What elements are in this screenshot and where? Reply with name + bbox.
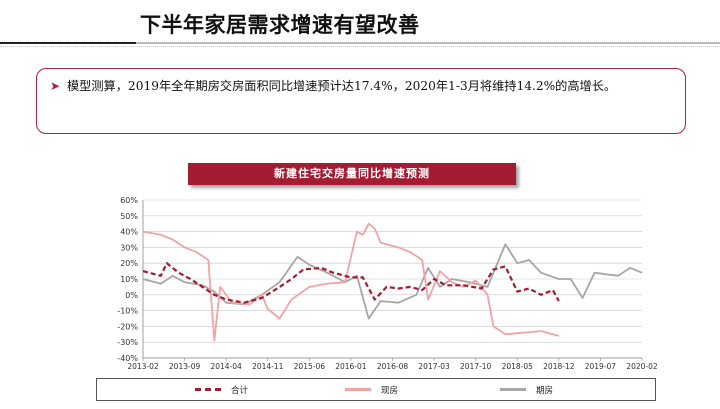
x-tick-label: 2013-09 bbox=[169, 362, 201, 371]
x-tick-label: 2016-01 bbox=[335, 362, 367, 371]
series-layer bbox=[142, 222, 643, 342]
legend-swatch-total bbox=[195, 388, 221, 391]
x-tick-label: 2013-02 bbox=[127, 362, 159, 371]
chart-title: 新建住宅交房量同比增速预测 bbox=[188, 163, 516, 185]
x-tick-label: 2014-11 bbox=[252, 362, 284, 371]
series-line-0 bbox=[142, 262, 560, 304]
y-tick-label: -10% bbox=[117, 307, 138, 316]
y-tick-label: 10% bbox=[120, 275, 138, 284]
x-tick-label: 2016-08 bbox=[377, 362, 409, 371]
x-tick-label: 2020-02 bbox=[626, 362, 658, 371]
y-tick-label: -30% bbox=[117, 338, 138, 347]
x-axis-ticks: 2013-02 2013-09 2014-04 2014-11 2015-06 2016-… bbox=[127, 358, 658, 371]
title-dotted-rule bbox=[0, 46, 720, 47]
legend-swatch-presale bbox=[500, 388, 526, 391]
summary-note-text: 模型测算，2019年全年期房交房面积同比增速预计达17.4%，2020年1-3月… bbox=[67, 79, 617, 93]
y-tick-label: -40% bbox=[117, 354, 138, 363]
legend-item-completed: 现房 bbox=[345, 379, 398, 400]
y-tick-label: 20% bbox=[120, 259, 138, 268]
y-tick-label: -20% bbox=[117, 322, 138, 331]
summary-note-box: ➤ 模型测算，2019年全年期房交房面积同比增速预计达17.4%，2020年1-… bbox=[36, 68, 686, 134]
chart-legend: 合计 现房 期房 bbox=[96, 378, 656, 401]
y-axis-ticks: 60% 50% 40% 30% 20% 10% 0% -10% -20% -30% -40% bbox=[117, 196, 138, 363]
slide-title: 下半年家居需求增速有望改善 bbox=[140, 13, 420, 37]
series-line-2 bbox=[142, 243, 643, 320]
title-rule-light bbox=[136, 42, 720, 44]
bullet-arrow-icon: ➤ bbox=[50, 79, 61, 93]
x-tick-label: 2019-07 bbox=[585, 362, 617, 371]
x-tick-label: 2018-05 bbox=[502, 362, 534, 371]
x-tick-label: 2015-06 bbox=[294, 362, 326, 371]
y-tick-label: 0% bbox=[125, 291, 138, 300]
y-tick-label: 60% bbox=[120, 196, 138, 205]
y-tick-label: 50% bbox=[120, 212, 138, 221]
legend-item-total: 合计 bbox=[195, 379, 248, 400]
x-tick-label: 2014-04 bbox=[210, 362, 242, 371]
legend-label-completed: 现房 bbox=[381, 385, 399, 396]
legend-label-presale: 期房 bbox=[536, 385, 554, 396]
y-tick-label: 40% bbox=[120, 228, 138, 237]
title-rule-dark bbox=[0, 42, 136, 44]
legend-label-total: 合计 bbox=[231, 385, 249, 396]
series-line-1 bbox=[142, 222, 560, 342]
x-tick-label: 2017-10 bbox=[460, 362, 492, 371]
legend-item-presale: 期房 bbox=[500, 379, 553, 400]
x-tick-label: 2017-03 bbox=[418, 362, 450, 371]
line-chart: 60% 50% 40% 30% 20% 10% 0% -10% -20% -30% -40% 201… bbox=[117, 196, 658, 371]
legend-swatch-completed bbox=[345, 388, 371, 391]
y-tick-label: 30% bbox=[120, 243, 138, 252]
x-tick-label: 2018-12 bbox=[543, 362, 575, 371]
